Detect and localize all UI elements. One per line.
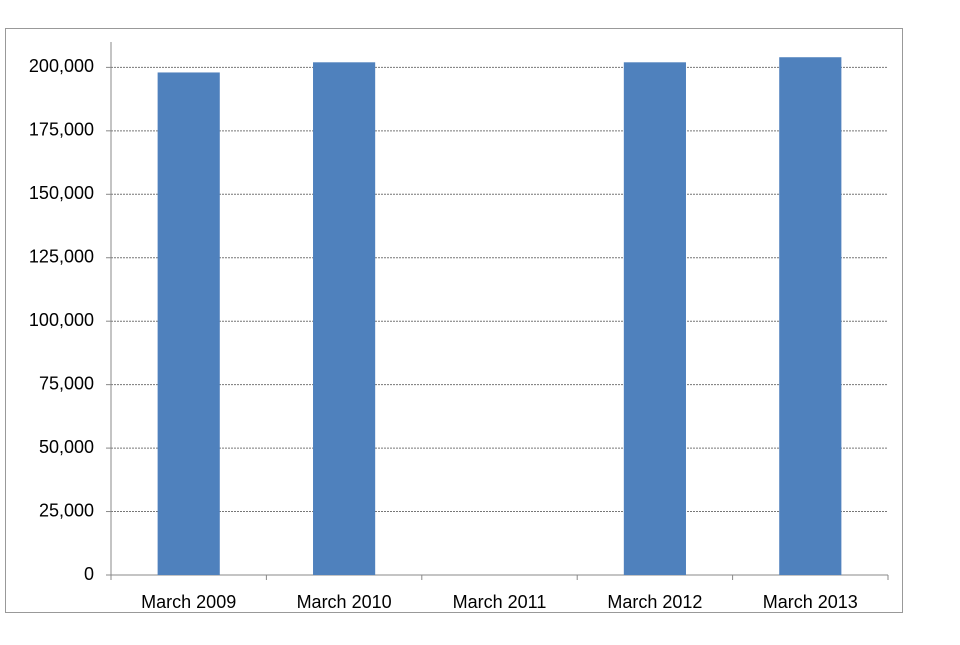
y-tick-label: 25,000 <box>39 500 94 520</box>
x-tick-label: March 2009 <box>141 592 236 612</box>
x-tick-label: March 2013 <box>763 592 858 612</box>
x-tick-label: March 2011 <box>453 592 547 612</box>
y-tick-label: 125,000 <box>29 246 94 266</box>
y-tick-label: 100,000 <box>29 310 94 330</box>
y-tick-label: 150,000 <box>29 183 94 203</box>
y-tick-label: 50,000 <box>39 437 94 457</box>
y-tick-label: 175,000 <box>29 120 94 140</box>
y-tick-label: 200,000 <box>29 56 94 76</box>
bar <box>313 62 376 576</box>
bar <box>157 72 220 575</box>
y-tick-label: 0 <box>84 564 94 584</box>
y-tick-label: 75,000 <box>39 373 94 393</box>
bar <box>623 62 686 576</box>
bar <box>779 57 842 575</box>
x-tick-label: March 2010 <box>297 592 392 612</box>
chart-frame <box>5 28 903 613</box>
x-tick-label: March 2012 <box>607 592 702 612</box>
